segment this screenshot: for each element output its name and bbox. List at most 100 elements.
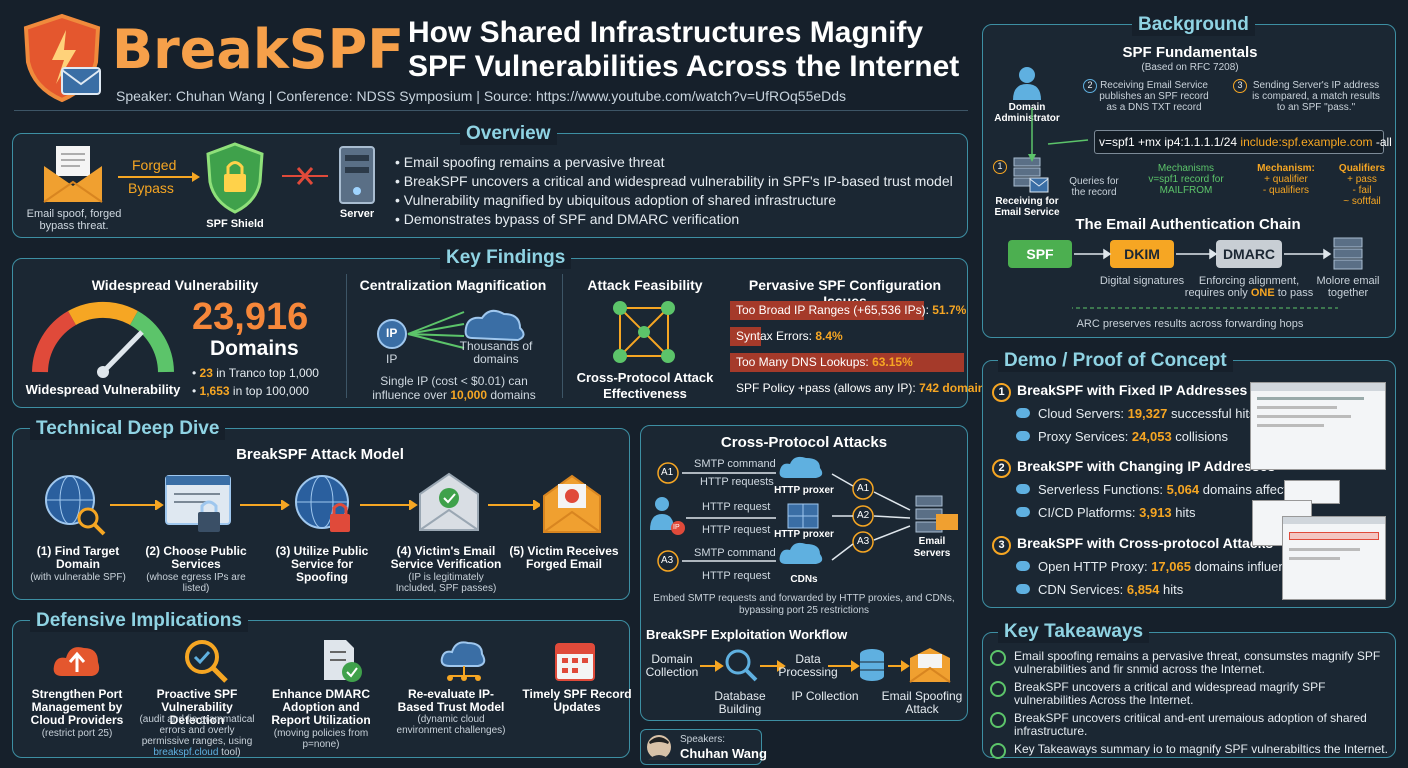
demo-stat: Cloud Servers: 19,327 successful hits — [1016, 406, 1256, 421]
step3-text: Sending Server's IP address is compared,… — [1252, 80, 1380, 113]
shield-logo-icon — [23, 13, 101, 103]
demo-stat-icon — [1016, 431, 1030, 441]
vuln-count: 23,916 — [192, 296, 309, 338]
bg-arrows — [1028, 108, 1089, 162]
dmarc-box: DMARC — [1216, 240, 1282, 268]
model-title: BreakSPF Attack Model — [236, 446, 404, 463]
arc-label: ARC preserves results across forwarding … — [1076, 318, 1304, 330]
defense-sub-text: (audit and fie grammatical errors and ov… — [139, 714, 255, 747]
main-title-2: SPF Vulnerabilities Across the Internet — [408, 50, 960, 83]
a2-label: A2 — [857, 510, 870, 521]
config-bar-row: Too Broad IP Ranges (+65,536 IPs): 51.7% — [730, 301, 966, 320]
wf-step: Data Processing — [778, 652, 838, 679]
config-bar-row: Syntax Errors: 8.4% — [730, 327, 964, 346]
model-step-title: (2) Choose Public Services — [145, 544, 247, 571]
server-stack-icon — [1333, 237, 1363, 270]
model-arrows — [110, 500, 540, 510]
network-icon — [613, 301, 675, 363]
config-bar-value: 63.15% — [872, 355, 913, 369]
demo-stat-value: 5,064 — [1166, 482, 1200, 497]
ip-fanout-icon — [377, 309, 525, 349]
takeaways-title: Key Takeaways — [998, 621, 1150, 643]
deep-title: Technical Deep Dive — [30, 418, 226, 440]
defense-title: Defensive Implications — [30, 610, 248, 632]
http-req-label: HTTP request — [702, 524, 771, 536]
demo-stat: CDN Services: 6,854 hits — [1016, 582, 1183, 597]
cdns-label: CDNs — [790, 574, 818, 585]
envelope-check-icon — [419, 472, 479, 531]
demo-stat-label: Cloud Servers: — [1038, 406, 1128, 421]
demo-title-text: BreakSPF with Fixed IP Addresses — [1017, 382, 1248, 398]
globe-search-icon — [45, 475, 106, 536]
lock-shield-icon — [206, 142, 264, 214]
browser-lock-icon — [165, 475, 231, 532]
attack-caption: Cross-Protocol Attack Effectiveness — [576, 370, 714, 401]
defense-sub-text: (dynamic cloud environment challenges) — [396, 714, 506, 736]
demo-stat-end: successful hits — [1167, 406, 1256, 421]
config-bar-value: 742 domains — [919, 381, 992, 395]
overview-bullet: • Vulnerability magnified by ubiquitous … — [395, 192, 836, 208]
document-check-icon — [324, 640, 362, 682]
overview-title: Overview — [460, 123, 557, 145]
ip-badge: IP — [386, 326, 398, 340]
cloud-upload-icon — [53, 647, 100, 676]
takeaway-item: Email spoofing remains a pervasive threa… — [990, 650, 1390, 676]
takeaway-item: BreakSPF uncovers critiical and-ent urem… — [990, 712, 1390, 738]
bypass-label: Bypass — [128, 180, 174, 196]
takeaway-item: Key Takeaways summary io to magnify SPF … — [990, 742, 1390, 759]
demo-group-title: 2 BreakSPF with Changing IP Addresses — [992, 458, 1275, 478]
a1-label: A1 — [857, 483, 870, 494]
model-step-sub: (whose egress IPs are listed) — [146, 572, 246, 594]
check-icon — [990, 743, 1006, 759]
model-step-sub: (with vulnerable SPF) — [30, 572, 126, 583]
demo-group-title: 1 BreakSPF with Fixed IP Addresses — [992, 382, 1247, 402]
demo-stat-label: CDN Services: — [1038, 582, 1127, 597]
demo-stat-value: 19,327 — [1127, 406, 1168, 421]
step-badge: 2 — [1083, 79, 1097, 93]
brand-title: BreakSPF — [112, 18, 405, 81]
a1-badge: A1 — [661, 467, 674, 478]
demo-title-text: BreakSPF with Cross-protocol Attacks — [1017, 535, 1274, 551]
envelope-alert-icon — [543, 474, 601, 533]
background-panel — [982, 24, 1396, 338]
defense-sub-text: (moving policies from p=none) — [273, 728, 369, 750]
server-label: Server — [339, 208, 375, 220]
arrow-icon — [118, 172, 200, 182]
step-badge: 3 — [1233, 79, 1247, 93]
rfc-label: (Based on RFC 7208) — [1141, 62, 1239, 73]
gauge-icon — [32, 301, 174, 378]
demo-stat-end: domains influenced — [1190, 559, 1307, 574]
email-servers-label: Email Servers — [913, 536, 951, 559]
takeaway-items: Email spoofing remains a pervasive threa… — [990, 650, 1390, 761]
smtp-label: SMTP command — [694, 458, 776, 470]
mail-server-icon — [1013, 157, 1049, 193]
model-step-sub: (IP is legitimately Included, SPF passes… — [395, 572, 497, 594]
dkim-box: DKIM — [1110, 240, 1174, 268]
forged-label: Forged — [132, 157, 177, 173]
demo-stat-end: hits — [1159, 582, 1184, 597]
check-icon — [990, 650, 1006, 666]
demo-stat-label: Open HTTP Proxy: — [1038, 559, 1152, 574]
demo-stat-end: hits — [1171, 505, 1196, 520]
spoof-caption: Email spoof, forged bypass threat. — [26, 208, 122, 232]
divider — [562, 274, 563, 398]
overview-panel — [12, 133, 968, 238]
demo-stat-label: Proxy Services: — [1038, 429, 1132, 444]
step-badge: 1 — [993, 160, 1007, 174]
config-bar-label: Too Many DNS Lookups: — [736, 355, 873, 369]
defense-item-title: Enhance DMARC Adoption and Report Utiliz… — [271, 687, 371, 727]
check-icon — [990, 712, 1006, 728]
defense-item-sub: (dynamic cloud environment challenges) — [390, 714, 512, 736]
screenshot-thumbnail — [1282, 516, 1386, 600]
globe-lock-icon — [295, 475, 350, 532]
workflow-diagram — [700, 648, 951, 683]
shield-label: SPF Shield — [206, 218, 264, 230]
config-bar-fill — [730, 301, 924, 320]
queries-label: Queries for the record — [1069, 176, 1119, 198]
qualifiers: Qualifiers + pass - fail ~ softfail — [1338, 163, 1386, 207]
chain-title: The Email Authentication Chain — [1075, 216, 1301, 233]
gauge-caption: Widespread Vulnerability — [25, 382, 181, 397]
model-step-title: (3) Utilize Public Service for Spoofing — [275, 544, 369, 584]
demo-group-title: 3 BreakSPF with Cross-protocol Attacks — [992, 535, 1273, 555]
takeaway-text: Key Takeaways summary io to magnify SPF … — [1014, 742, 1388, 756]
